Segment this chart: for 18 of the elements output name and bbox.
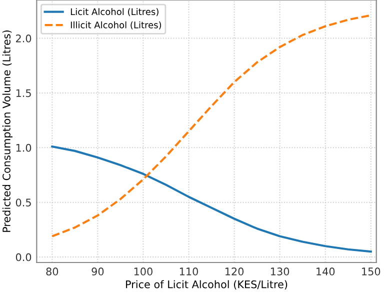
y-tick-label: 0.5 [16, 198, 31, 206]
y-axis-title: Predicted Consumption Volume (Litres) [2, 30, 12, 232]
y-tick-label: 0.0 [16, 253, 32, 262]
x-tick-label: 130 [271, 268, 290, 276]
line-series [51, 146, 372, 253]
x-tick-label: 80 [46, 268, 58, 276]
x-tick-label: 90 [92, 268, 104, 276]
x-tick-label: 120 [225, 268, 244, 276]
x-axis-title: Price of Licit Alcohol (KES/Litre) [126, 280, 288, 290]
legend-label: Illicit Alcohol (Litres) [70, 21, 162, 30]
legend-label: Licit Alcohol (Litres) [70, 8, 158, 16]
x-tick-label: 110 [180, 268, 198, 276]
x-tick-label: 140 [316, 268, 335, 276]
y-tick-label: 2.0 [16, 34, 32, 42]
y-tick-label: 1.0 [16, 144, 32, 152]
y-tick-label: 1.5 [16, 89, 31, 98]
x-tick-label: 150 [362, 268, 380, 276]
x-tick-label: 100 [134, 268, 152, 276]
